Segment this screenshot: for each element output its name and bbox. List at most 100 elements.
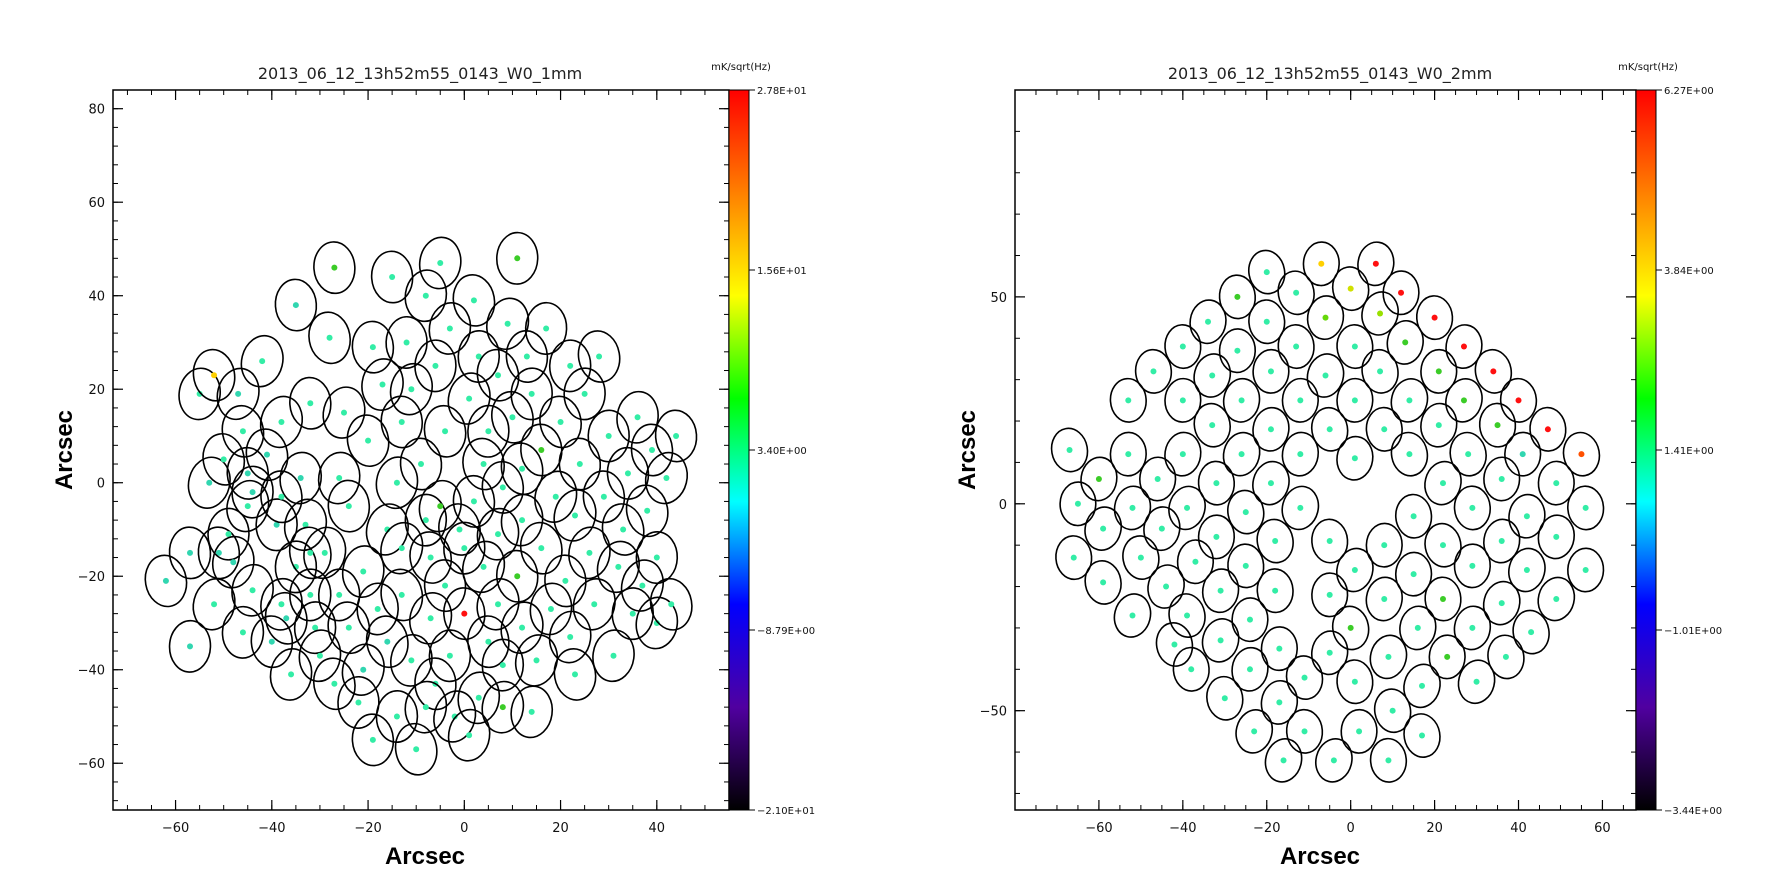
left-y-axis-title: Arcsec [51,410,78,490]
left-plot-panel: 2013_06_12_13h52m55_0143_W0_1mm −60 −40 −2… [51,62,815,870]
detector-point [1246,666,1253,673]
detector-point [519,465,526,472]
detector-point [422,704,429,711]
detector-beam-ellipse [289,568,332,622]
detector-beam-ellipse [264,591,308,645]
right-plot-detectors [1050,241,1605,783]
detector-point [384,638,391,645]
detector-point [557,418,564,425]
detector-beam-ellipse [361,358,404,411]
detector-beam-ellipse [1277,324,1315,370]
detector-point [1356,728,1363,735]
detector-beam-ellipse [1340,708,1378,754]
detector-beam-ellipse [486,297,530,351]
detector-point [600,493,607,500]
detector-beam-ellipse [1260,626,1298,672]
detector-beam-ellipse [568,526,611,580]
detector-beam-ellipse [1306,295,1345,341]
detector-point [1276,645,1283,652]
detector-point [1402,339,1409,346]
right-plot-panel: 2013_06_12_13h52m55_0143_W0_2mm −60 −40 −2… [954,62,1722,870]
detector-beam-ellipse [1084,559,1122,605]
detector-point [1419,732,1426,739]
detector-beam-ellipse [1164,377,1202,423]
detector-point [547,605,554,612]
detector-beam-ellipse [1193,353,1232,398]
detector-beam-ellipse [418,236,462,290]
detector-point [1381,595,1388,602]
colorbar-tick-label: −3.44E+00 [1664,806,1722,817]
detector-point [302,521,309,528]
detector-point [235,390,242,397]
x-tick-label: 40 [1510,821,1527,836]
detector-beam-ellipse [452,274,496,327]
detector-beam-ellipse [572,578,616,631]
detector-point [1267,368,1274,375]
detector-point [398,591,405,598]
detector-beam-ellipse [1248,299,1286,345]
detector-beam-ellipse [553,648,597,701]
right-colorbar: mK/sqrt(Hz) 6.27E+00 3.84E+00 1.41E+00 −1.01… [1618,62,1722,817]
detector-beam-ellipse [1420,348,1458,394]
detector-point [1137,554,1144,561]
detector-beam-ellipse [1369,737,1408,783]
detector-beam-ellipse [1147,564,1185,609]
detector-point [1473,678,1480,685]
detector-beam-ellipse [1428,634,1466,680]
detector-beam-ellipse [380,521,424,575]
detector-beam-ellipse [1109,431,1147,477]
detector-point [393,713,400,720]
detector-beam-ellipse [1420,402,1458,448]
detector-beam-ellipse [351,713,395,767]
detector-beam-ellipse [1285,655,1324,701]
detector-point [408,386,415,393]
detector-point [355,699,362,706]
detector-point [1238,451,1245,458]
detector-point [211,372,218,379]
detector-beam-ellipse [1311,572,1349,618]
detector-point [1523,513,1530,520]
detector-beam-ellipse [274,278,318,332]
detector-point [187,643,193,650]
detector-point [225,531,232,538]
detector-point [653,619,660,626]
detector-beam-ellipse [1281,377,1319,423]
detector-point [1419,682,1426,689]
detector-point [634,414,641,421]
detector-point [1582,567,1589,573]
detector-beam-ellipse [476,578,520,631]
detector-beam-ellipse [1189,299,1227,345]
detector-beam-ellipse [1567,547,1605,593]
detector-point [519,624,526,631]
detector-beam-ellipse [1529,406,1567,452]
detector-beam-ellipse [1457,659,1496,705]
detector-beam-ellipse [1390,431,1429,477]
detector-beam-ellipse [1365,406,1403,452]
detector-beam-ellipse [404,493,448,547]
detector-beam-ellipse [558,437,602,491]
detector-point [1158,525,1165,532]
x-tick-label: 0 [1347,821,1355,836]
detector-beam-ellipse [1474,348,1513,394]
detector-beam-ellipse [380,568,424,622]
detector-point [567,362,574,369]
right-y-axis-title: Arcsec [954,410,981,490]
detector-beam-ellipse [577,330,621,383]
detector-beam-ellipse [1499,377,1538,423]
detector-point [1439,542,1446,549]
detector-point [514,573,521,580]
detector-point [1460,343,1467,350]
detector-beam-ellipse [1227,489,1265,535]
detector-point [533,657,540,664]
detector-beam-ellipse [1399,605,1437,651]
detector-point [1267,480,1274,487]
y-tick-label: 20 [88,383,105,398]
detector-beam-ellipse [1449,431,1487,477]
detector-beam-ellipse [1080,456,1118,502]
detector-beam-ellipse [197,526,241,580]
detector-point [220,456,227,463]
detector-beam-ellipse [1357,241,1395,287]
detector-point [1234,347,1241,354]
colorbar-tick-label: 2.78E+01 [757,86,807,97]
detector-beam-ellipse [1445,324,1483,370]
